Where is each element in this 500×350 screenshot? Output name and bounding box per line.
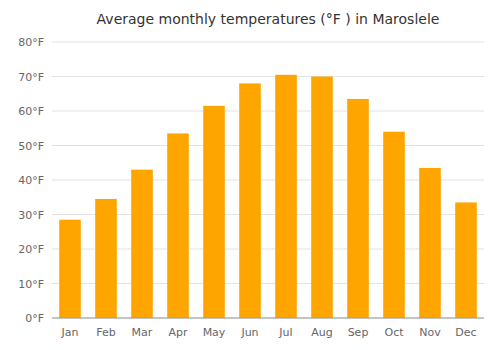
y-tick-label: 50°F (18, 140, 44, 153)
x-tick-label: Mar (132, 326, 153, 339)
x-tick-label: Oct (384, 326, 404, 339)
chart-container: Average monthly temperatures (°F ) in Ma… (0, 0, 500, 350)
bar (419, 168, 441, 318)
grid-line (52, 145, 484, 146)
x-axis-line (52, 318, 484, 319)
y-tick-label: 20°F (18, 243, 44, 256)
x-tick-label: Jul (278, 326, 292, 339)
x-axis: Jan Feb Mar Apr May Jun Jul Aug Sep Oct Nov Dec (61, 326, 477, 339)
y-tick-label: 70°F (18, 71, 44, 84)
bar (203, 106, 225, 318)
y-tick-label: 10°F (18, 278, 44, 291)
title: Average monthly temperatures (°F ) in Ma… (97, 11, 440, 27)
grid-line (52, 318, 484, 319)
x-tick-label: May (203, 326, 226, 339)
bars (59, 75, 477, 318)
y-tick-label: 40°F (18, 174, 44, 187)
y-tick-label: 0°F (25, 312, 44, 325)
grid-line (52, 111, 484, 112)
bar (131, 170, 153, 318)
x-tick-label: Sep (348, 326, 369, 339)
bar (167, 133, 189, 318)
grid-line (52, 76, 484, 77)
x-tick-label: Nov (419, 326, 441, 339)
bar (95, 199, 117, 318)
bar (239, 83, 261, 318)
chart: Average monthly temperatures (°F ) in Ma… (0, 0, 500, 350)
x-tick-label: Aug (311, 326, 332, 339)
y-axis: 0°F 10°F 20°F 30°F 40°F 50°F 60°F 70°F 80°F (18, 36, 44, 325)
bar (347, 99, 369, 318)
x-tick-label: Jan (61, 326, 79, 339)
bar (455, 202, 477, 318)
y-tick-label: 30°F (18, 209, 44, 222)
x-tick-label: Apr (168, 326, 188, 339)
x-tick-label: Feb (96, 326, 115, 339)
bar (383, 132, 405, 318)
grid (52, 42, 484, 318)
bar (311, 77, 333, 319)
bar (275, 75, 297, 318)
grid-line (52, 42, 484, 43)
y-tick-label: 80°F (18, 36, 44, 49)
x-tick-label: Jun (240, 326, 258, 339)
bar (59, 220, 81, 318)
y-tick-label: 60°F (18, 105, 44, 118)
x-tick-label: Dec (455, 326, 476, 339)
